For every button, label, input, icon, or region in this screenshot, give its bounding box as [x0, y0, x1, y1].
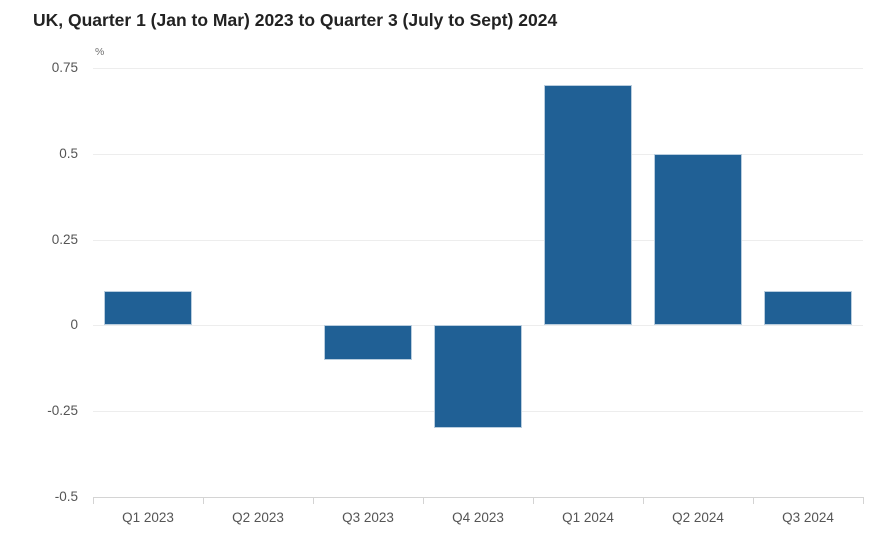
bar-q4-2023 — [434, 325, 522, 429]
x-axis-label-q3-2024: Q3 2024 — [782, 510, 834, 525]
bar-q1-2023 — [104, 291, 192, 326]
gridline — [93, 153, 863, 155]
x-axis-label-q3-2023: Q3 2023 — [342, 510, 394, 525]
x-axis-tick — [643, 497, 644, 504]
bar-q3-2023 — [324, 325, 412, 360]
y-axis-unit-label: % — [95, 46, 105, 58]
x-axis-tick — [423, 497, 424, 504]
chart-title: UK, Quarter 1 (Jan to Mar) 2023 to Quart… — [33, 10, 558, 30]
gridline — [93, 239, 863, 241]
x-axis-label-q2-2023: Q2 2023 — [232, 510, 284, 525]
y-axis-tick-label: 0.25 — [51, 231, 78, 247]
x-axis-label-q1-2023: Q1 2023 — [122, 510, 174, 525]
bar-q2-2024 — [654, 153, 742, 326]
x-axis-label-q4-2023: Q4 2023 — [452, 510, 504, 525]
y-axis-tick-label: 0 — [70, 317, 78, 333]
gridline — [93, 68, 863, 69]
x-axis-label-q1-2024: Q1 2024 — [562, 510, 614, 525]
y-axis-tick-label: 0.5 — [59, 145, 78, 161]
x-axis-tick — [313, 497, 314, 504]
x-axis-tick — [533, 497, 534, 504]
x-axis-label-q2-2024: Q2 2024 — [672, 510, 724, 525]
plot-area — [93, 68, 863, 498]
x-axis-line — [93, 497, 864, 498]
bar-q3-2024 — [764, 291, 852, 326]
x-axis-tick — [203, 497, 204, 504]
bar-q1-2024 — [544, 85, 632, 326]
y-axis-tick-label: 0.75 — [51, 60, 78, 75]
x-axis-tick — [93, 497, 94, 504]
x-axis-tick — [753, 497, 754, 504]
y-axis-tick-label: -0.25 — [47, 403, 78, 419]
x-axis-tick — [863, 497, 864, 504]
y-axis-tick-label: -0.5 — [54, 489, 78, 504]
